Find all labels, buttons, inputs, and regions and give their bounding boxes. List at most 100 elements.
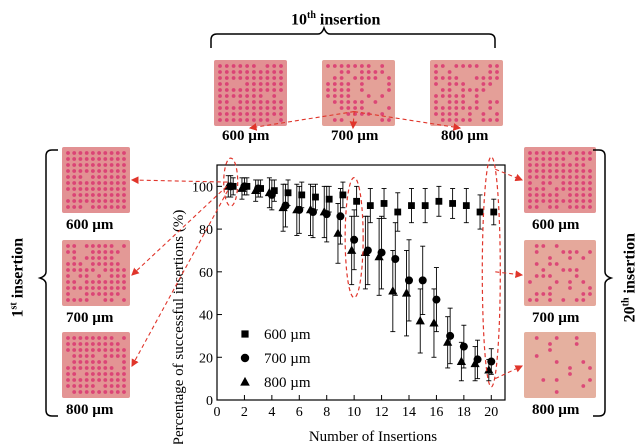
- data-point-square: [462, 202, 470, 209]
- dye-dot: [97, 390, 101, 394]
- dye-dot: [332, 94, 337, 98]
- dye-dot: [115, 342, 120, 346]
- dye-dot: [91, 268, 95, 272]
- dye-dot: [224, 118, 229, 122]
- dye-dot: [238, 94, 243, 98]
- red-dashed-arrow: [131, 190, 229, 367]
- dye-dot: [360, 64, 364, 68]
- dye-dot: [447, 76, 452, 80]
- dye-dot: [122, 268, 126, 272]
- y-tick-label: 40: [199, 309, 213, 324]
- dye-dot: [581, 193, 586, 197]
- dye-dot: [103, 157, 108, 161]
- dye-dot: [561, 187, 566, 191]
- dye-dot: [588, 199, 592, 203]
- dye-dot: [488, 70, 493, 74]
- dye-dot: [78, 193, 83, 197]
- dye-dot: [434, 100, 438, 104]
- dye-dot: [72, 250, 77, 254]
- dye-dot: [548, 342, 552, 346]
- dye-dot: [339, 76, 344, 80]
- dye-dot: [272, 100, 277, 104]
- dye-dot: [115, 169, 120, 173]
- dye-dot: [72, 163, 77, 167]
- dye-dot: [103, 348, 108, 352]
- dye-dot: [447, 112, 452, 116]
- dye-dot: [581, 151, 586, 155]
- dye-dot: [66, 199, 70, 203]
- dye-dot: [78, 151, 83, 155]
- dye-dot: [245, 106, 249, 110]
- dye-dot: [109, 193, 114, 197]
- data-point-triangle: [305, 204, 316, 214]
- dye-dot: [534, 187, 539, 191]
- dye-dot: [84, 366, 89, 370]
- dye-dot: [103, 268, 108, 272]
- dye-dot: [84, 384, 89, 388]
- dye-dot: [561, 169, 566, 173]
- dye-dot: [238, 112, 243, 116]
- dye-dot: [581, 298, 586, 302]
- dye-dot: [238, 100, 243, 104]
- dye-dot: [360, 76, 364, 80]
- dye-dot: [440, 118, 445, 122]
- dye-dot: [231, 64, 236, 68]
- dye-dot: [109, 268, 114, 272]
- data-point-circle: [350, 235, 359, 244]
- data-point-triangle: [443, 337, 453, 346]
- dye-dot: [548, 274, 552, 278]
- dye-dot: [360, 88, 364, 92]
- data-point-circle: [459, 342, 468, 351]
- x-tick-label: 10: [347, 405, 361, 420]
- y-axis-label: Percentage of successful insertions (%): [171, 210, 187, 444]
- dye-dot: [481, 76, 486, 80]
- dye-dot: [66, 205, 70, 209]
- y-tick-label: 60: [199, 266, 213, 281]
- dye-dot: [332, 82, 337, 86]
- dye-dot: [103, 187, 108, 191]
- dye-dot: [534, 336, 539, 340]
- dye-dot: [238, 106, 243, 110]
- dye-dot: [91, 354, 95, 358]
- dye-dot: [122, 151, 126, 155]
- left-photo-700: [62, 240, 130, 306]
- dye-dot: [488, 82, 493, 86]
- dye-dot: [122, 372, 126, 376]
- dye-dot: [373, 70, 378, 74]
- dye-dot: [495, 118, 499, 122]
- dye-dot: [115, 292, 120, 296]
- dye-dot: [252, 88, 256, 92]
- top-photo-600: [214, 60, 287, 126]
- left-photo-800: [62, 332, 130, 398]
- dye-dot: [72, 286, 77, 290]
- dye-dot: [258, 82, 263, 86]
- data-point-square: [380, 200, 388, 207]
- x-tick-label: 0: [214, 405, 221, 420]
- dye-dot: [78, 187, 83, 191]
- dye-dot: [66, 348, 70, 352]
- dye-dot: [231, 70, 236, 74]
- dye-dot: [72, 151, 77, 155]
- dye-dot: [554, 169, 559, 173]
- data-point-square: [449, 200, 457, 207]
- dye-dot: [122, 298, 126, 302]
- red-dashed-arrow: [130, 176, 228, 184]
- dye-dot: [346, 106, 351, 110]
- dye-dot: [122, 193, 126, 197]
- dye-dot: [103, 286, 108, 290]
- red-dashed-arrow: [495, 270, 524, 279]
- dye-dot: [109, 384, 114, 388]
- dye-dot: [561, 163, 566, 167]
- dye-dot: [97, 187, 101, 191]
- dye-dot: [366, 70, 371, 74]
- top-label-600: 600 µm: [222, 128, 270, 144]
- dye-dot: [468, 106, 472, 110]
- dye-dot: [103, 181, 108, 185]
- dye-dot: [574, 298, 579, 302]
- data-point-triangle: [278, 202, 288, 212]
- dye-dot: [574, 175, 579, 179]
- dye-dot: [66, 262, 70, 266]
- dye-dot: [91, 372, 95, 376]
- dye-dot: [91, 378, 95, 382]
- dye-dot: [238, 118, 243, 122]
